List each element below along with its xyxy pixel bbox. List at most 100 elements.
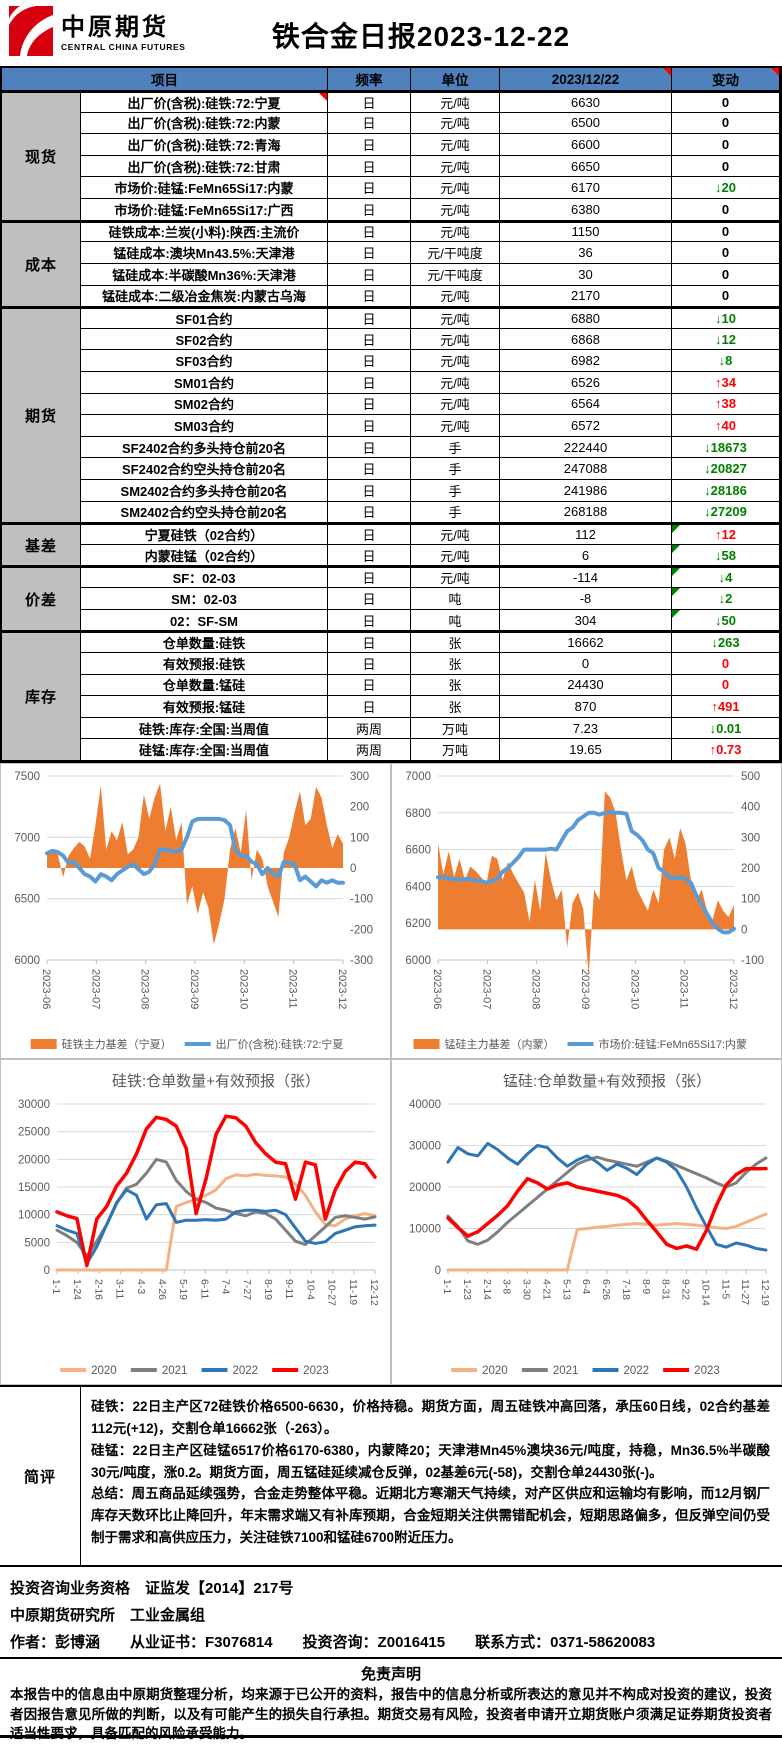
svg-text:2023-06: 2023-06 bbox=[40, 969, 52, 1009]
chart-sf-basis: 6000 6500 7000 7500 -300 -200 -100 0 100 200 300 20… bbox=[0, 763, 391, 1059]
svg-text:12-12: 12-12 bbox=[368, 1279, 380, 1306]
change-cell: 0 bbox=[672, 674, 780, 697]
svg-text:7-27: 7-27 bbox=[241, 1279, 253, 1300]
svg-text:1-23: 1-23 bbox=[461, 1279, 473, 1300]
svg-text:1-1: 1-1 bbox=[50, 1279, 62, 1294]
item-cell: 市场价:硅锰:FeMn65Si17:内蒙 bbox=[81, 177, 328, 200]
change-cell: 0 bbox=[672, 199, 780, 221]
credentials-line: 作者：彭博涵 从业证书：F3076814 投资咨询：Z0016415 联系方式：… bbox=[10, 1634, 656, 1651]
svg-text:10000: 10000 bbox=[18, 1210, 50, 1222]
unit-cell: 元/吨 bbox=[411, 307, 500, 329]
svg-text:6-4: 6-4 bbox=[580, 1279, 592, 1294]
unit-cell: 元/吨 bbox=[411, 393, 500, 416]
unit-cell: 元/吨 bbox=[411, 199, 500, 221]
item-cell: SM02合约 bbox=[81, 393, 328, 416]
item-cell: SF2402合约空头持仓前20名 bbox=[81, 458, 328, 481]
frequency-cell: 日 bbox=[328, 155, 411, 178]
svg-text:7000: 7000 bbox=[405, 771, 431, 783]
change-cell: 0 bbox=[672, 285, 780, 308]
svg-text:6-26: 6-26 bbox=[600, 1279, 612, 1300]
change-cell: ↑34 bbox=[672, 371, 780, 394]
value-cell: 6880 bbox=[500, 307, 672, 329]
change-cell: 0 bbox=[672, 112, 780, 135]
frequency-cell: 日 bbox=[328, 393, 411, 416]
frequency-cell: 日 bbox=[328, 263, 411, 286]
item-cell: SM03合约 bbox=[81, 415, 328, 437]
svg-text:6000: 6000 bbox=[14, 955, 40, 967]
value-cell: 6982 bbox=[500, 350, 672, 372]
frequency-cell: 日 bbox=[328, 415, 411, 437]
value-cell: 6868 bbox=[500, 328, 672, 351]
frequency-cell: 日 bbox=[328, 652, 411, 675]
value-cell: 7.23 bbox=[500, 717, 672, 740]
unit-cell: 吨 bbox=[411, 588, 500, 610]
svg-text:-200: -200 bbox=[350, 924, 373, 936]
svg-text:300: 300 bbox=[741, 832, 760, 844]
svg-text:市场价:硅锰:FeMn65Si17:内蒙: 市场价:硅锰:FeMn65Si17:内蒙 bbox=[599, 1037, 748, 1051]
change-cell: ↓10 bbox=[672, 307, 780, 329]
category-cell: 基差 bbox=[2, 523, 81, 567]
frequency-cell: 日 bbox=[328, 609, 411, 632]
col-header-frequency: 频率 bbox=[328, 68, 411, 91]
unit-cell: 元/吨 bbox=[411, 285, 500, 308]
unit-cell: 元/吨 bbox=[411, 112, 500, 135]
svg-text:0: 0 bbox=[741, 924, 747, 936]
unit-cell: 张 bbox=[411, 696, 500, 718]
svg-text:2023-06: 2023-06 bbox=[431, 969, 443, 1009]
unit-cell: 手 bbox=[411, 480, 500, 502]
svg-text:2023-11: 2023-11 bbox=[287, 969, 299, 1009]
item-cell: 锰硅成本:二级冶金焦炭:内蒙古乌海 bbox=[81, 285, 328, 308]
svg-text:1-24: 1-24 bbox=[71, 1279, 83, 1300]
svg-text:-300: -300 bbox=[350, 955, 373, 967]
change-cell: ↓28186 bbox=[672, 480, 780, 502]
change-cell: ↑38 bbox=[672, 393, 780, 416]
value-cell: 6600 bbox=[500, 134, 672, 156]
value-cell: 112 bbox=[500, 523, 672, 545]
change-cell: ↓20827 bbox=[672, 458, 780, 481]
svg-text:5-19: 5-19 bbox=[177, 1279, 189, 1300]
svg-text:30000: 30000 bbox=[18, 1099, 50, 1111]
report-header: 中原期货 CENTRAL CHINA FUTURES 铁合金日报2023-12-… bbox=[0, 0, 782, 66]
value-cell: 241986 bbox=[500, 480, 672, 502]
change-cell: 0 bbox=[672, 134, 780, 156]
frequency-cell: 日 bbox=[328, 350, 411, 372]
svg-text:10000: 10000 bbox=[409, 1224, 441, 1236]
unit-cell: 张 bbox=[411, 674, 500, 697]
svg-text:10-27: 10-27 bbox=[326, 1279, 338, 1306]
frequency-cell: 两周 bbox=[328, 739, 411, 761]
change-cell: ↓4 bbox=[672, 566, 780, 589]
item-cell: 02：SF-SM bbox=[81, 609, 328, 632]
svg-text:锰硅:仓单数量+有效预报（张）: 锰硅:仓单数量+有效预报（张） bbox=[503, 1073, 711, 1090]
value-cell: 6650 bbox=[500, 155, 672, 178]
change-cell: ↓27209 bbox=[672, 501, 780, 524]
chart-sm-warrants: 锰硅:仓单数量+有效预报（张） 0 10000 20000 30000 40000 1-1 1… bbox=[391, 1059, 782, 1385]
svg-text:2021: 2021 bbox=[162, 1365, 188, 1377]
svg-text:3-30: 3-30 bbox=[521, 1279, 533, 1300]
svg-text:8-19: 8-19 bbox=[262, 1279, 274, 1300]
svg-text:10-14: 10-14 bbox=[699, 1279, 711, 1306]
svg-text:3-11: 3-11 bbox=[114, 1279, 126, 1299]
category-cell: 成本 bbox=[2, 220, 81, 308]
chart-sf-warrants: 硅铁:仓单数量+有效预报（张） 0 5000 10000 15000 20000 25000… bbox=[0, 1059, 391, 1385]
company-logo: 中原期货 CENTRAL CHINA FUTURES bbox=[8, 5, 186, 62]
frequency-cell: 日 bbox=[328, 631, 411, 653]
svg-text:6-11: 6-11 bbox=[198, 1279, 210, 1299]
svg-text:4-21: 4-21 bbox=[540, 1279, 552, 1300]
change-cell: 0 bbox=[672, 155, 780, 178]
report-title: 铁合金日报2023-12-22 bbox=[271, 21, 571, 52]
unit-cell: 元/吨 bbox=[411, 177, 500, 200]
col-header-item: 项目 bbox=[2, 68, 328, 91]
item-cell: 仓单数量:硅铁 bbox=[81, 631, 328, 653]
unit-cell: 元/吨 bbox=[411, 566, 500, 589]
svg-text:10-4: 10-4 bbox=[304, 1279, 316, 1300]
change-cell: ↓263 bbox=[672, 631, 780, 653]
value-cell: 222440 bbox=[500, 436, 672, 459]
item-cell: SF03合约 bbox=[81, 350, 328, 372]
frequency-cell: 日 bbox=[328, 307, 411, 329]
svg-text:2-16: 2-16 bbox=[92, 1279, 104, 1300]
svg-text:7-18: 7-18 bbox=[620, 1279, 632, 1300]
frequency-cell: 日 bbox=[328, 544, 411, 567]
change-cell: ↑491 bbox=[672, 696, 780, 718]
value-cell: 6500 bbox=[500, 112, 672, 135]
frequency-cell: 日 bbox=[328, 588, 411, 610]
